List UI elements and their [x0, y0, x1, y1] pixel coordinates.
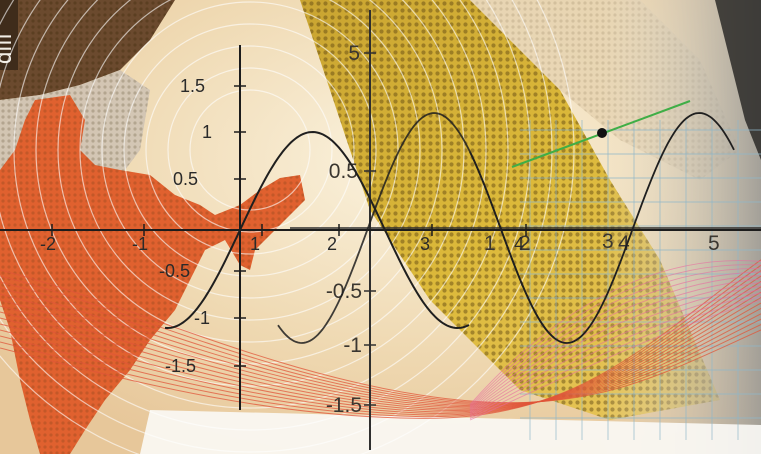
sine-curve-right [469, 112, 735, 344]
front-y-tick-label: -0.5 [159, 261, 190, 281]
front-x-tick-label: 4 [514, 234, 524, 254]
back-y-tick-label: 0.5 [329, 160, 358, 183]
front-x-tick-label: -1 [132, 234, 148, 254]
front-axes: -2 -1 1 2 3 41.510.5-0.5-1-1.5 [0, 45, 761, 410]
back-x-tick-label: 5 [708, 232, 720, 255]
front-x-tick-label: 3 [420, 234, 430, 254]
red-contour-lines [0, 259, 761, 421]
sine-curve-front [164, 130, 470, 330]
front-y-tick-label: 1.5 [180, 76, 205, 96]
front-x-tick-label: -2 [40, 234, 56, 254]
tangent-point [597, 128, 607, 138]
back-x-tick-label: 1 [484, 232, 496, 255]
back-x-tick-label: 4 [618, 232, 630, 255]
back-y-tick-label: -1 [343, 334, 362, 357]
concentric-arcs [0, 0, 575, 454]
front-x-tick-label: 2 [327, 234, 337, 254]
back-y-tick-label: -1.5 [326, 394, 362, 417]
front-y-tick-label: 1 [202, 122, 212, 142]
back-y-tick-label: 5 [348, 42, 360, 65]
corner-text-fragment: dIII [0, 33, 16, 64]
front-x-tick-label: 1 [250, 234, 260, 254]
front-y-tick-label: 0.5 [173, 169, 198, 189]
paper-strip [140, 410, 761, 454]
back-x-tick-label: 2 [519, 232, 531, 255]
front-y-tick-label: -1 [194, 308, 210, 328]
back-x-tick-label: 3 [602, 230, 614, 253]
dark-edge [715, 0, 761, 160]
blue-grid [520, 120, 761, 440]
front-y-tick-label: -1.5 [165, 356, 196, 376]
